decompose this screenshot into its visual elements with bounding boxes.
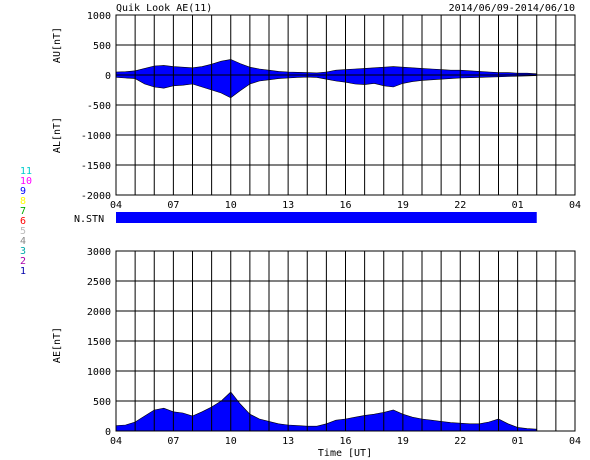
station-count-label: N.STN — [74, 214, 104, 225]
station-level-1: 1 — [20, 266, 26, 277]
y-tick-label: 500 — [93, 41, 111, 52]
x-tick-label: 07 — [167, 436, 179, 447]
x-tick-label: 04 — [569, 436, 581, 447]
ae-series — [115, 391, 538, 432]
plot-frame — [115, 14, 576, 196]
y-tick-label: 500 — [93, 397, 111, 408]
station-level-10: 10 — [20, 176, 32, 187]
x-tick-label: 10 — [225, 436, 237, 447]
station-level-5: 5 — [20, 226, 26, 237]
station-level-4: 4 — [20, 236, 26, 247]
y-tick-label: 1500 — [87, 337, 111, 348]
au-al-series — [115, 59, 538, 99]
y-tick-label: 1000 — [87, 11, 111, 22]
series-ae — [115, 391, 538, 432]
x-tick-label: 01 — [512, 436, 524, 447]
station-count-bar — [116, 212, 537, 223]
x-tick-label: 16 — [339, 436, 351, 447]
x-tick-label: 04 — [569, 200, 581, 211]
y-tick-label: 0 — [105, 71, 111, 82]
station-count-bar-fill — [116, 212, 537, 223]
station-level-2: 2 — [20, 256, 26, 267]
au-al-y-tick-labels: 1000 500 0 -500 -1000 -1500 -2000 — [81, 11, 111, 202]
ae-y-tick-labels: 3000 2500 2000 1500 1000 500 0 — [87, 247, 111, 438]
plot-frame — [115, 250, 576, 432]
x-axis-label: Time [UT] — [318, 448, 372, 459]
y-tick-label: -1000 — [81, 131, 111, 142]
y-axis-label-ae: AE[nT] — [52, 327, 63, 363]
station-level-7: 7 — [20, 206, 26, 217]
date-range: 2014/06/09-2014/06/10 — [449, 3, 575, 14]
y-tick-label: -500 — [87, 101, 111, 112]
series-al — [115, 74, 538, 99]
y-tick-label: 2500 — [87, 277, 111, 288]
station-level-11: 11 — [20, 166, 32, 177]
x-tick-label: 13 — [282, 200, 294, 211]
station-level-9: 9 — [20, 186, 26, 197]
y-axis-label-au: AU[nT] — [52, 27, 63, 63]
y-tick-label: 3000 — [87, 247, 111, 258]
x-tick-label: 16 — [339, 200, 351, 211]
x-tick-label: 19 — [397, 200, 409, 211]
ae-grid — [115, 250, 576, 432]
x-tick-label: 19 — [397, 436, 409, 447]
series-au — [115, 59, 538, 76]
y-tick-label: 0 — [105, 427, 111, 438]
y-axis-label-al: AL[nT] — [52, 117, 63, 153]
y-tick-label: -1500 — [81, 161, 111, 172]
au-al-panel: 1000 500 0 -500 -1000 -1500 -2000 04 07 10 13 16 19… — [52, 11, 581, 211]
chart-title: Quik Look AE(11) — [116, 3, 212, 14]
station-level-3: 3 — [20, 246, 26, 257]
x-tick-label: 22 — [454, 200, 466, 211]
x-tick-label: 13 — [282, 436, 294, 447]
x-tick-label: 22 — [454, 436, 466, 447]
station-level-6: 6 — [20, 216, 26, 227]
au-al-grid — [115, 14, 576, 196]
x-tick-label: 04 — [110, 436, 122, 447]
x-tick-label: 10 — [225, 200, 237, 211]
ae-x-tick-labels: 04 07 10 13 16 19 22 01 04 — [110, 436, 581, 447]
x-tick-label: 01 — [512, 200, 524, 211]
y-tick-label: -2000 — [81, 191, 111, 202]
x-tick-label: 07 — [167, 200, 179, 211]
y-tick-label: 2000 — [87, 307, 111, 318]
y-tick-label: 1000 — [87, 367, 111, 378]
x-tick-label: 04 — [110, 200, 122, 211]
station-level-8: 8 — [20, 196, 26, 207]
au-al-x-tick-labels: 04 07 10 13 16 19 22 01 04 — [110, 200, 581, 211]
